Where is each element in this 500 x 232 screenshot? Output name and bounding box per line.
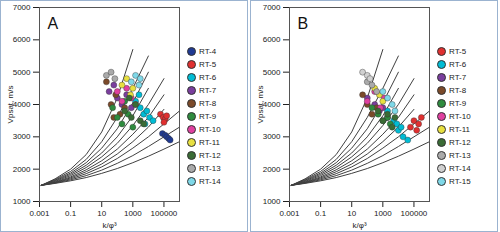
html-text:RT-11: RT-11 bbox=[449, 124, 470, 134]
svg-text:4000: 4000 bbox=[13, 100, 31, 109]
svg-text:100000: 100000 bbox=[401, 209, 428, 218]
html-text:RT-15: RT-15 bbox=[449, 176, 471, 186]
svg-text:0.001: 0.001 bbox=[29, 209, 50, 218]
html-text:RT-12: RT-12 bbox=[199, 150, 221, 160]
svg-text:7000: 7000 bbox=[13, 3, 31, 12]
html-text:RT-10: RT-10 bbox=[199, 124, 221, 134]
html-text:RT-14: RT-14 bbox=[199, 176, 221, 186]
html-text:RT-6: RT-6 bbox=[449, 59, 467, 69]
svg-text:5000: 5000 bbox=[263, 68, 281, 77]
html-text:RT-5: RT-5 bbox=[449, 46, 467, 56]
html-text:RT-9: RT-9 bbox=[199, 111, 217, 121]
svg-text:0.001: 0.001 bbox=[279, 209, 300, 218]
html-text:RT-7: RT-7 bbox=[199, 85, 217, 95]
html-text:RT-13: RT-13 bbox=[449, 150, 471, 160]
html-text:RT-9: RT-9 bbox=[449, 98, 467, 108]
svg-text:1000: 1000 bbox=[13, 197, 31, 206]
svg-text:4000: 4000 bbox=[263, 100, 281, 109]
svg-text:3000: 3000 bbox=[13, 132, 31, 141]
html-text:RT-5: RT-5 bbox=[199, 59, 217, 69]
svg-text:1000: 1000 bbox=[374, 209, 392, 218]
svg-text:10: 10 bbox=[347, 209, 356, 218]
html-text:RT-12: RT-12 bbox=[449, 137, 471, 147]
svg-text:Vpsat, m/s: Vpsat, m/s bbox=[6, 86, 15, 124]
svg-text:B: B bbox=[298, 15, 309, 32]
svg-text:2000: 2000 bbox=[263, 165, 281, 174]
svg-text:0.1: 0.1 bbox=[315, 209, 327, 218]
html-text:RT-10: RT-10 bbox=[449, 111, 471, 121]
svg-text:3000: 3000 bbox=[263, 132, 281, 141]
html-text:RT-11: RT-11 bbox=[199, 137, 220, 147]
svg-text:0.1: 0.1 bbox=[65, 209, 77, 218]
svg-text:10: 10 bbox=[97, 209, 106, 218]
svg-text:k/φ³: k/φ³ bbox=[352, 221, 366, 230]
svg-text:6000: 6000 bbox=[263, 35, 281, 44]
svg-text:7000: 7000 bbox=[263, 3, 281, 12]
html-text:RT-8: RT-8 bbox=[199, 98, 217, 108]
svg-text:k/φ³: k/φ³ bbox=[102, 221, 116, 230]
html-text:RT-7: RT-7 bbox=[449, 72, 467, 82]
svg-text:6000: 6000 bbox=[13, 35, 31, 44]
html-text:RT-13: RT-13 bbox=[199, 163, 221, 173]
svg-text:A: A bbox=[48, 15, 59, 32]
svg-text:1000: 1000 bbox=[263, 197, 281, 206]
svg-text:Vpsat, m/s: Vpsat, m/s bbox=[256, 86, 265, 124]
svg-text:100000: 100000 bbox=[151, 209, 178, 218]
html-text:RT-8: RT-8 bbox=[449, 85, 467, 95]
html-text:RT-4: RT-4 bbox=[199, 46, 217, 56]
svg-text:5000: 5000 bbox=[13, 68, 31, 77]
svg-text:1000: 1000 bbox=[124, 209, 142, 218]
svg-text:2000: 2000 bbox=[13, 165, 31, 174]
html-text:RT-6: RT-6 bbox=[199, 72, 217, 82]
html-text:RT-14: RT-14 bbox=[449, 163, 471, 173]
